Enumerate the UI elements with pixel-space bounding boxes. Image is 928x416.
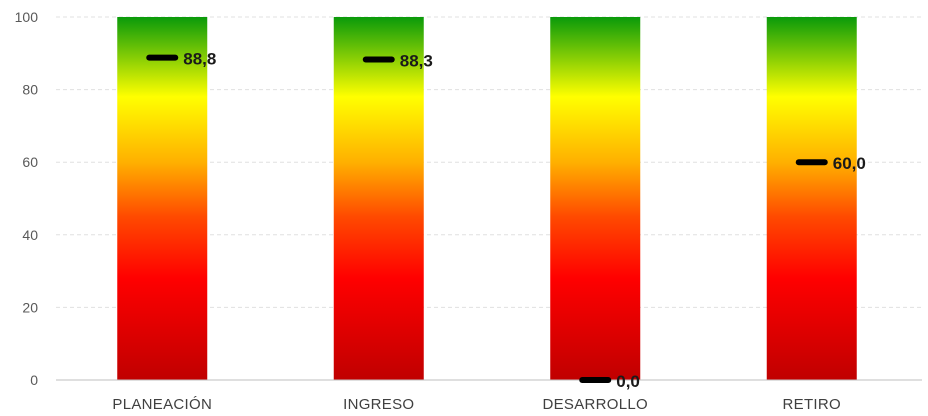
value-markers xyxy=(146,54,828,383)
y-tick-label: 100 xyxy=(15,9,39,25)
x-tick-label: RETIRO xyxy=(783,396,841,413)
bar xyxy=(333,17,424,380)
y-tick-label: 60 xyxy=(22,154,38,170)
data-label: 88,8 xyxy=(183,50,216,69)
y-tick-label: 0 xyxy=(30,372,38,388)
y-tick-label: 80 xyxy=(22,82,38,98)
data-label: 60,0 xyxy=(833,154,866,173)
bar xyxy=(117,17,208,380)
bars xyxy=(117,17,857,380)
y-tick-label: 20 xyxy=(22,299,38,315)
bar xyxy=(550,17,641,380)
x-tick-label: INGRESO xyxy=(343,396,414,413)
x-tick-label: DESARROLLO xyxy=(542,396,648,413)
labels: 0 20 40 60 80 100 88,8 88,3 0,0 60,0 PLANEACIÓN ING… xyxy=(15,9,866,413)
bar xyxy=(766,17,857,380)
data-label: 88,3 xyxy=(400,51,433,70)
y-tick-label: 40 xyxy=(22,227,38,243)
x-tick-label: PLANEACIÓN xyxy=(112,396,212,413)
data-label: 0,0 xyxy=(616,372,640,391)
